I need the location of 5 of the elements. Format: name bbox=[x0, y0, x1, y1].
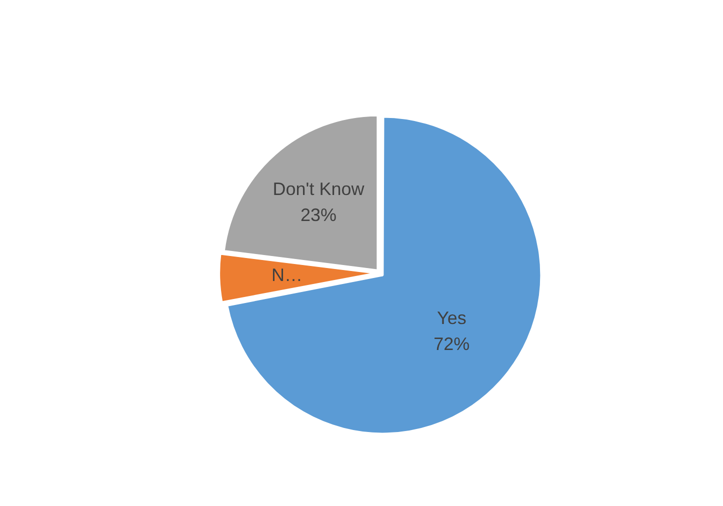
data-label: 23% bbox=[300, 205, 337, 226]
data-label: 72% bbox=[434, 334, 470, 354]
slice-label: N… bbox=[272, 264, 303, 285]
slice-label: Don't Know bbox=[272, 179, 366, 200]
slice-label: Yes bbox=[436, 308, 466, 328]
